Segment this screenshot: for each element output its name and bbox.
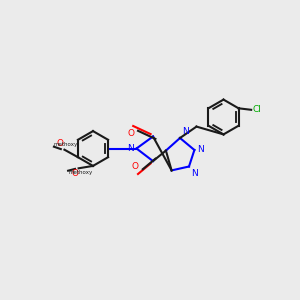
Text: N: N	[197, 146, 204, 154]
Text: N: N	[191, 169, 198, 178]
Text: O: O	[71, 169, 78, 178]
Text: O: O	[56, 139, 64, 148]
Text: O: O	[132, 162, 139, 171]
Text: O: O	[127, 129, 134, 138]
Text: Cl: Cl	[253, 105, 262, 114]
Text: methoxy: methoxy	[68, 170, 92, 175]
Text: methoxy: methoxy	[54, 142, 78, 147]
Text: N: N	[182, 128, 189, 136]
Text: N: N	[127, 144, 134, 153]
